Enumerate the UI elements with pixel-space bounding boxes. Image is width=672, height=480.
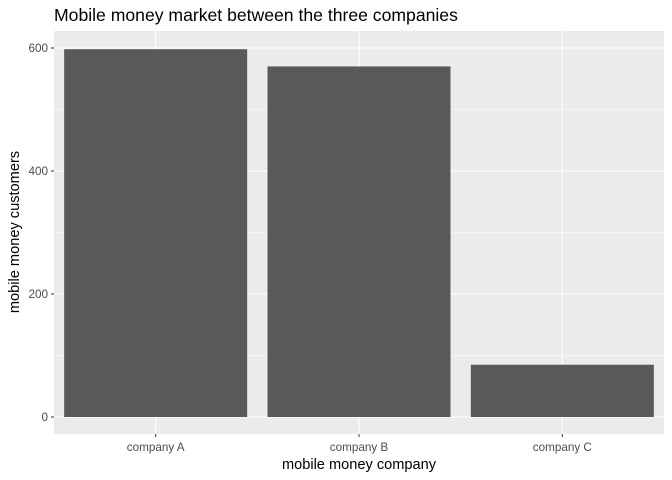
x-axis-title: mobile money company — [282, 457, 437, 473]
bars — [64, 49, 654, 417]
x-tick-label: company C — [533, 441, 592, 454]
y-axis: 0 200 400 600 — [28, 42, 54, 424]
x-tick-label: company B — [330, 441, 389, 454]
x-tick-label: company A — [127, 441, 185, 454]
bar-company-c — [470, 364, 654, 417]
y-tick-label: 200 — [28, 288, 48, 301]
bar-company-b — [267, 66, 451, 417]
y-tick-label: 0 — [41, 411, 48, 424]
x-axis: company A company B company C — [127, 434, 592, 454]
y-axis-title: mobile money customers — [7, 151, 23, 313]
chart-title: Mobile money market between the three co… — [54, 5, 458, 25]
y-tick-label: 400 — [28, 165, 48, 178]
y-tick-label: 600 — [28, 42, 48, 55]
bar-company-a — [64, 49, 248, 417]
